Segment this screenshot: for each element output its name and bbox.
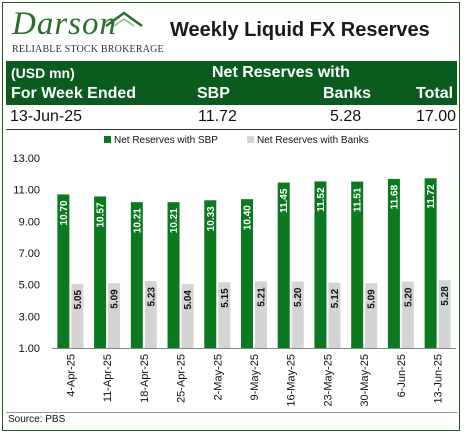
y-tick-label: 1.00: [19, 343, 40, 355]
x-tick-label: 16-May-25: [286, 354, 298, 407]
roof-icon: [105, 11, 143, 28]
row-sbp: 11.72: [198, 108, 237, 125]
y-tick-label: 7.00: [19, 248, 40, 260]
table-divider: [6, 129, 457, 130]
banks-data-label: 5.23: [146, 287, 157, 307]
banks-bar: [108, 283, 121, 348]
y-tick-label: 11.00: [13, 185, 40, 197]
banks-data-label: 5.21: [257, 287, 268, 307]
x-tick-label: 23-May-25: [322, 354, 334, 407]
banks-data-label: 5.20: [293, 287, 304, 307]
source-note: Source: PBS: [8, 414, 66, 425]
banks-data-label: 5.20: [403, 287, 414, 307]
page-title: Weekly Liquid FX Reserves: [170, 19, 430, 41]
banks-bar: [255, 281, 267, 348]
y-tick-label: 5.00: [19, 280, 40, 292]
sbp-header: SBP: [197, 85, 230, 102]
sbp-data-label: 11.72: [426, 184, 437, 209]
sbp-data-label: 10.70: [59, 200, 70, 225]
total-header: Total: [416, 85, 454, 102]
banks-data-label: 5.28: [440, 286, 451, 306]
legend-label: Net Reserves with SBP: [114, 135, 218, 146]
banks-data-label: 5.04: [183, 290, 194, 310]
banks-data-label: 5.09: [110, 289, 121, 309]
bar-chart: Net Reserves with SBP Net Reserves with B…: [12, 135, 456, 407]
banks-bar: [144, 281, 157, 348]
banks-data-label: 5.12: [330, 288, 341, 308]
legend-swatch: [104, 136, 111, 143]
sbp-bar: [241, 199, 253, 348]
x-tick-label: 6-Jun-25: [396, 354, 408, 397]
sbp-data-label: 10.40: [243, 205, 254, 230]
banks-bar: [365, 283, 378, 348]
sbp-data-label: 10.21: [132, 208, 143, 233]
sbp-bar: [387, 178, 400, 348]
sbp-data-label: 10.57: [96, 202, 107, 227]
logo-tagline: RELIABLE STOCK BROKERAGE: [12, 44, 164, 55]
company-logo: Darson RELIABLE STOCK BROKERAGE: [8, 6, 164, 56]
x-tick-label: 2-May-25: [212, 354, 224, 400]
banks-bar: [71, 283, 84, 348]
sbp-data-label: 11.45: [279, 188, 290, 213]
y-tick-label: 3.00: [19, 311, 40, 323]
row-date: 13-Jun-25: [10, 108, 83, 125]
sbp-bar: [57, 194, 70, 348]
row-banks: 5.28: [330, 108, 362, 125]
sbp-data-label: 11.51: [353, 187, 364, 212]
source-divider: [6, 412, 457, 413]
sbp-bar: [277, 182, 290, 348]
table-header: (USD mn) Net Reserves with For Week Ende…: [6, 61, 457, 105]
banks-bar: [328, 282, 341, 348]
x-tick-label: 9-May-25: [249, 354, 261, 400]
banks-bar: [401, 281, 414, 348]
week-header: For Week Ended: [11, 85, 137, 102]
sbp-bar: [351, 181, 364, 348]
sbp-bar: [424, 178, 437, 348]
sbp-data-label: 11.68: [389, 184, 400, 209]
x-tick-label: 4-Apr-25: [65, 354, 77, 397]
sbp-bar: [167, 202, 180, 348]
sbp-data-label: 10.21: [169, 208, 180, 233]
sbp-bar: [314, 181, 327, 348]
sbp-bar: [204, 200, 217, 348]
x-tick-label: 25-Apr-25: [176, 354, 188, 403]
y-tick-label: 13.00: [12, 153, 40, 165]
banks-header: Banks: [323, 85, 372, 102]
banks-bar: [181, 284, 194, 348]
banks-data-label: 5.15: [220, 288, 231, 308]
group-header: Net Reserves with: [212, 64, 350, 81]
x-tick-label: 18-Apr-25: [139, 354, 151, 403]
banks-bar: [438, 280, 451, 348]
row-total: 17.00: [416, 108, 457, 125]
sbp-bar: [130, 202, 143, 348]
unit-label: (USD mn): [11, 65, 75, 81]
sbp-data-label: 11.52: [316, 187, 327, 212]
banks-data-label: 5.05: [73, 289, 84, 309]
legend-swatch: [247, 136, 254, 143]
y-tick-label: 9.00: [19, 216, 40, 228]
banks-bar: [218, 282, 231, 348]
table-row: 13-Jun-25 11.72 5.28 17.00: [6, 106, 457, 128]
banks-bar: [291, 281, 304, 348]
sbp-data-label: 10.33: [206, 206, 217, 231]
x-tick-label: 13-Jun-25: [433, 354, 445, 404]
x-tick-label: 11-Apr-25: [102, 354, 114, 402]
banks-data-label: 5.09: [367, 289, 378, 309]
sbp-bar: [94, 196, 107, 348]
logo-name: Darson: [12, 6, 118, 42]
legend-label: Net Reserves with Banks: [257, 135, 369, 146]
x-tick-label: 30-May-25: [359, 354, 371, 407]
